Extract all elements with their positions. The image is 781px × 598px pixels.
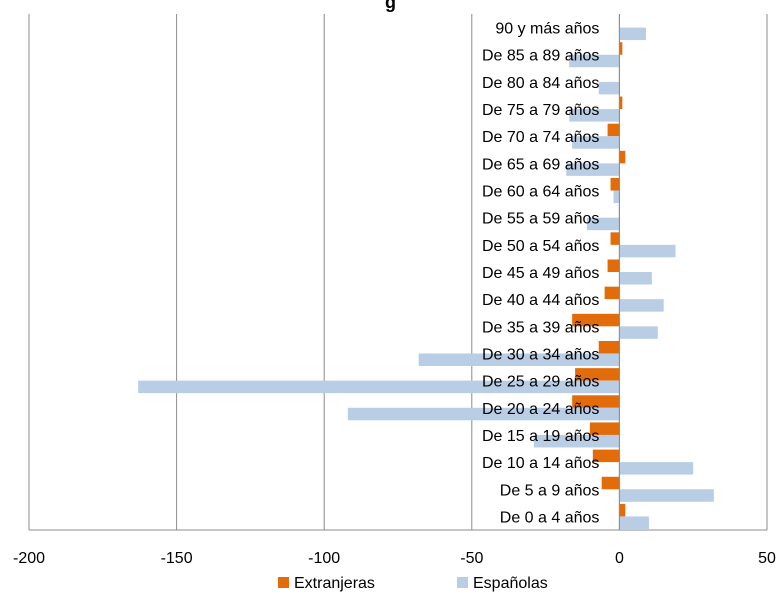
- bar-espanolas: [619, 489, 714, 502]
- bar-extranjeras: [592, 449, 620, 463]
- bar-espanolas: [533, 434, 620, 448]
- bar-extranjeras: [619, 503, 626, 517]
- chart-title: g: [385, 0, 396, 12]
- x-tick-label: -150: [161, 550, 193, 567]
- bar-espanolas: [569, 54, 620, 68]
- bar-espanolas: [418, 353, 620, 366]
- category-label: De 0 a 4 años: [500, 509, 600, 526]
- legend-label: Extranjeras: [294, 575, 375, 592]
- bar-extranjeras: [619, 150, 626, 164]
- bar-extranjeras: [607, 123, 620, 137]
- category-label: 90 y más años: [495, 21, 599, 38]
- bar-extranjeras: [619, 96, 623, 110]
- category-label: De 25 a 29 años: [482, 374, 599, 391]
- bar-extranjeras: [572, 313, 620, 327]
- bar-espanolas: [613, 190, 620, 204]
- category-label: De 5 a 9 años: [500, 482, 600, 499]
- x-tick-label: 0: [615, 550, 624, 567]
- category-label: De 35 a 39 años: [482, 319, 599, 336]
- bar-extranjeras: [601, 476, 620, 490]
- bar-extranjeras: [607, 259, 620, 272]
- category-label: De 45 a 49 años: [482, 265, 599, 282]
- x-tick-label: 50: [758, 550, 776, 567]
- bar-espanolas: [586, 217, 620, 231]
- bar-espanolas: [566, 163, 620, 176]
- x-tick-label: -200: [13, 550, 45, 567]
- bar-extranjeras: [610, 232, 620, 245]
- bar-extranjeras: [575, 368, 620, 381]
- legend-swatch: [278, 577, 289, 588]
- bar-espanolas: [619, 326, 658, 339]
- bar-espanolas: [569, 109, 620, 122]
- bar-espanolas: [619, 299, 664, 312]
- legend-label: Españolas: [473, 575, 548, 592]
- bar-extranjeras: [619, 42, 623, 55]
- bar-espanolas: [619, 516, 649, 529]
- x-tick-label: -100: [308, 550, 340, 567]
- bar-extranjeras: [589, 422, 620, 435]
- category-label: De 75 a 79 años: [482, 102, 599, 119]
- legend-swatch: [457, 577, 468, 588]
- category-label: De 70 a 74 años: [482, 129, 599, 146]
- bar-espanolas: [619, 27, 646, 41]
- category-label: De 50 a 54 años: [482, 238, 599, 255]
- category-label: De 85 a 89 años: [482, 48, 599, 65]
- bar-espanolas: [619, 272, 652, 285]
- category-label: De 80 a 84 años: [482, 75, 599, 92]
- category-label: De 10 a 14 años: [482, 455, 599, 472]
- bar-espanolas: [619, 244, 676, 258]
- bar-espanolas: [598, 81, 620, 95]
- category-label: De 60 a 64 años: [482, 184, 599, 201]
- bar-extranjeras: [598, 340, 620, 354]
- bar-espanolas: [347, 407, 620, 421]
- category-label: De 30 a 34 años: [482, 346, 599, 363]
- x-tick-label: -50: [460, 550, 483, 567]
- category-label: De 40 a 44 años: [482, 292, 599, 309]
- bar-extranjeras: [610, 178, 620, 191]
- bar-espanolas: [619, 462, 694, 475]
- category-label: De 20 a 24 años: [482, 401, 599, 418]
- bar-espanolas: [138, 380, 620, 394]
- bar-extranjeras: [572, 395, 620, 408]
- category-label: De 15 a 19 años: [482, 428, 599, 445]
- bar-espanolas: [572, 136, 620, 149]
- category-label: De 55 a 59 años: [482, 211, 599, 228]
- bar-extranjeras: [604, 286, 620, 300]
- category-label: De 65 a 69 años: [482, 156, 599, 173]
